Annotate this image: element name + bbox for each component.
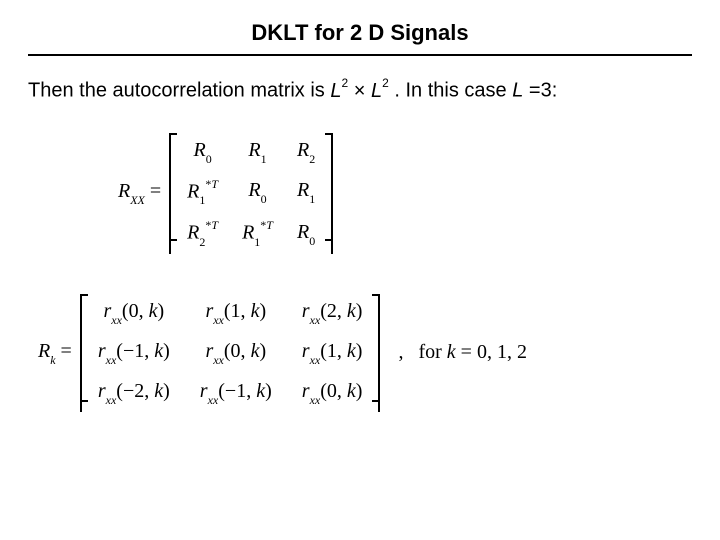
dim-expression: L2 × L2 <box>330 80 388 102</box>
matrix-cell: R1 <box>297 179 315 205</box>
matrix-cell: R2*T <box>187 220 218 248</box>
rxx-grid: R0 R1 R2 R1*T R0 R1 R2*T R1*T R0 <box>177 133 325 254</box>
rk-grid: rxx(0, k) rxx(1, k) rxx(2, k) rxx(−1, k) rxx… <box>88 294 373 412</box>
slide: DKLT for 2 D Signals Then the autocorrel… <box>0 0 720 540</box>
matrix-cell: rxx(2, k) <box>302 300 363 326</box>
intro-pre: Then the autocorrelation matrix is <box>28 80 330 102</box>
rxx-equation: RXX = R0 R1 R2 R1*T R0 R1 R2*T R1*T R0 <box>118 133 692 254</box>
matrix-cell: rxx(−1, k) <box>200 380 272 406</box>
matrix-cell: R0 <box>248 179 266 205</box>
matrix-cell: rxx(1, k) <box>205 300 266 326</box>
slide-title: DKLT for 2 D Signals <box>28 20 692 46</box>
matrix-cell: R1 <box>248 139 266 165</box>
rxx-matrix: R0 R1 R2 R1*T R0 R1 R2*T R1*T R0 <box>169 133 333 254</box>
matrix-cell: rxx(0, k) <box>302 380 363 406</box>
L-equals: =3: <box>529 80 557 102</box>
rk-equation: Rk = rxx(0, k) rxx(1, k) rxx(2, k) rxx(−1, … <box>38 294 692 412</box>
intro-line: Then the autocorrelation matrix is L2 × … <box>28 78 692 103</box>
rk-lhs: Rk = <box>38 340 72 366</box>
matrix-cell: rxx(0, k) <box>103 300 164 326</box>
matrix-cell: rxx(−1, k) <box>98 340 170 366</box>
intro-post: . In this case <box>394 80 512 102</box>
left-bracket-icon <box>80 294 88 412</box>
right-bracket-icon <box>372 294 380 412</box>
right-bracket-icon <box>325 133 333 254</box>
matrix-cell: R1*T <box>242 220 273 248</box>
matrix-cell: R0 <box>194 139 212 165</box>
matrix-cell: rxx(0, k) <box>205 340 266 366</box>
rk-trail: , for k = 0, 1, 2 <box>398 341 527 364</box>
title-rule <box>28 54 692 56</box>
L-variable: L <box>512 80 523 102</box>
matrix-cell: R1*T <box>187 179 218 207</box>
matrix-cell: rxx(1, k) <box>302 340 363 366</box>
matrix-cell: rxx(−2, k) <box>98 380 170 406</box>
left-bracket-icon <box>169 133 177 254</box>
rk-matrix: rxx(0, k) rxx(1, k) rxx(2, k) rxx(−1, k) rxx… <box>80 294 381 412</box>
matrix-cell: R2 <box>297 139 315 165</box>
matrix-cell: R0 <box>297 221 315 247</box>
rxx-lhs: RXX = <box>118 180 161 206</box>
